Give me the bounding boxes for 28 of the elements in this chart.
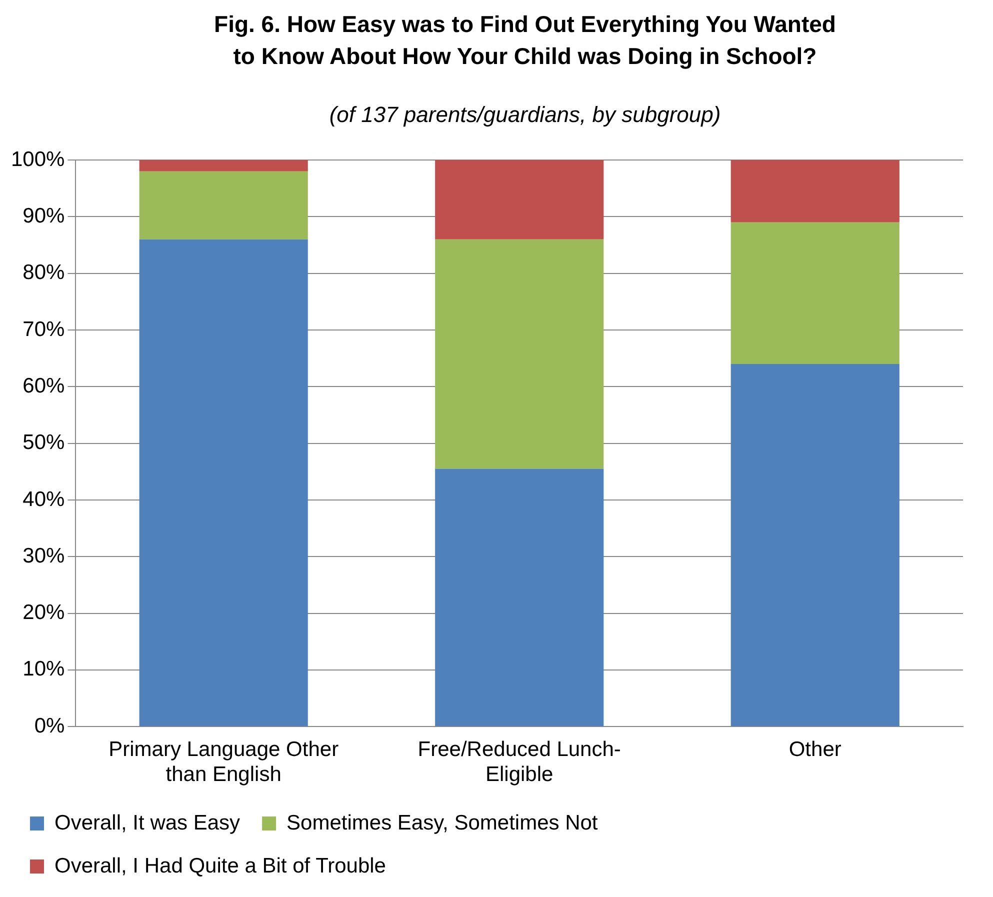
bar [435,239,604,469]
bar [435,468,604,726]
bar [139,239,308,726]
x-tick-label: Primary Language Other than English [108,738,339,786]
bar [139,160,308,172]
legend-label: Overall, I Had Quite a Bit of Trouble [54,854,386,878]
chart-subtitle: (of 137 parents/guardians, by subgroup) [328,102,722,128]
y-tick-label: 80% [22,261,65,284]
bar [730,222,900,364]
y-tick-label: 90% [22,204,65,228]
y-tick-label: 100% [10,148,65,171]
bar [435,160,604,240]
y-tick-label: 10% [22,658,65,681]
y-tick-label: 30% [22,544,65,568]
y-tick-label: 60% [22,374,65,398]
bar [139,171,308,240]
y-tick-label: 40% [22,488,65,511]
y-tick-label: 50% [22,431,65,454]
x-tick-label: Other [788,738,842,761]
legend-label: Sometimes Easy, Sometimes Not [286,811,598,834]
legend-label: Overall, It was Easy [54,811,241,834]
x-tick-label: Free/Reduced Lunch-Eligible [418,738,621,786]
y-tick-label: 20% [22,601,65,624]
y-tick-label: 0% [34,714,65,738]
chart-title: Fig. 6. How Easy was to Find Out Everything You Wanted to Know About How Your Child was Doing in School? [213,10,837,71]
bar [730,364,900,726]
y-tick-label: 70% [22,318,65,341]
bar [730,160,900,222]
